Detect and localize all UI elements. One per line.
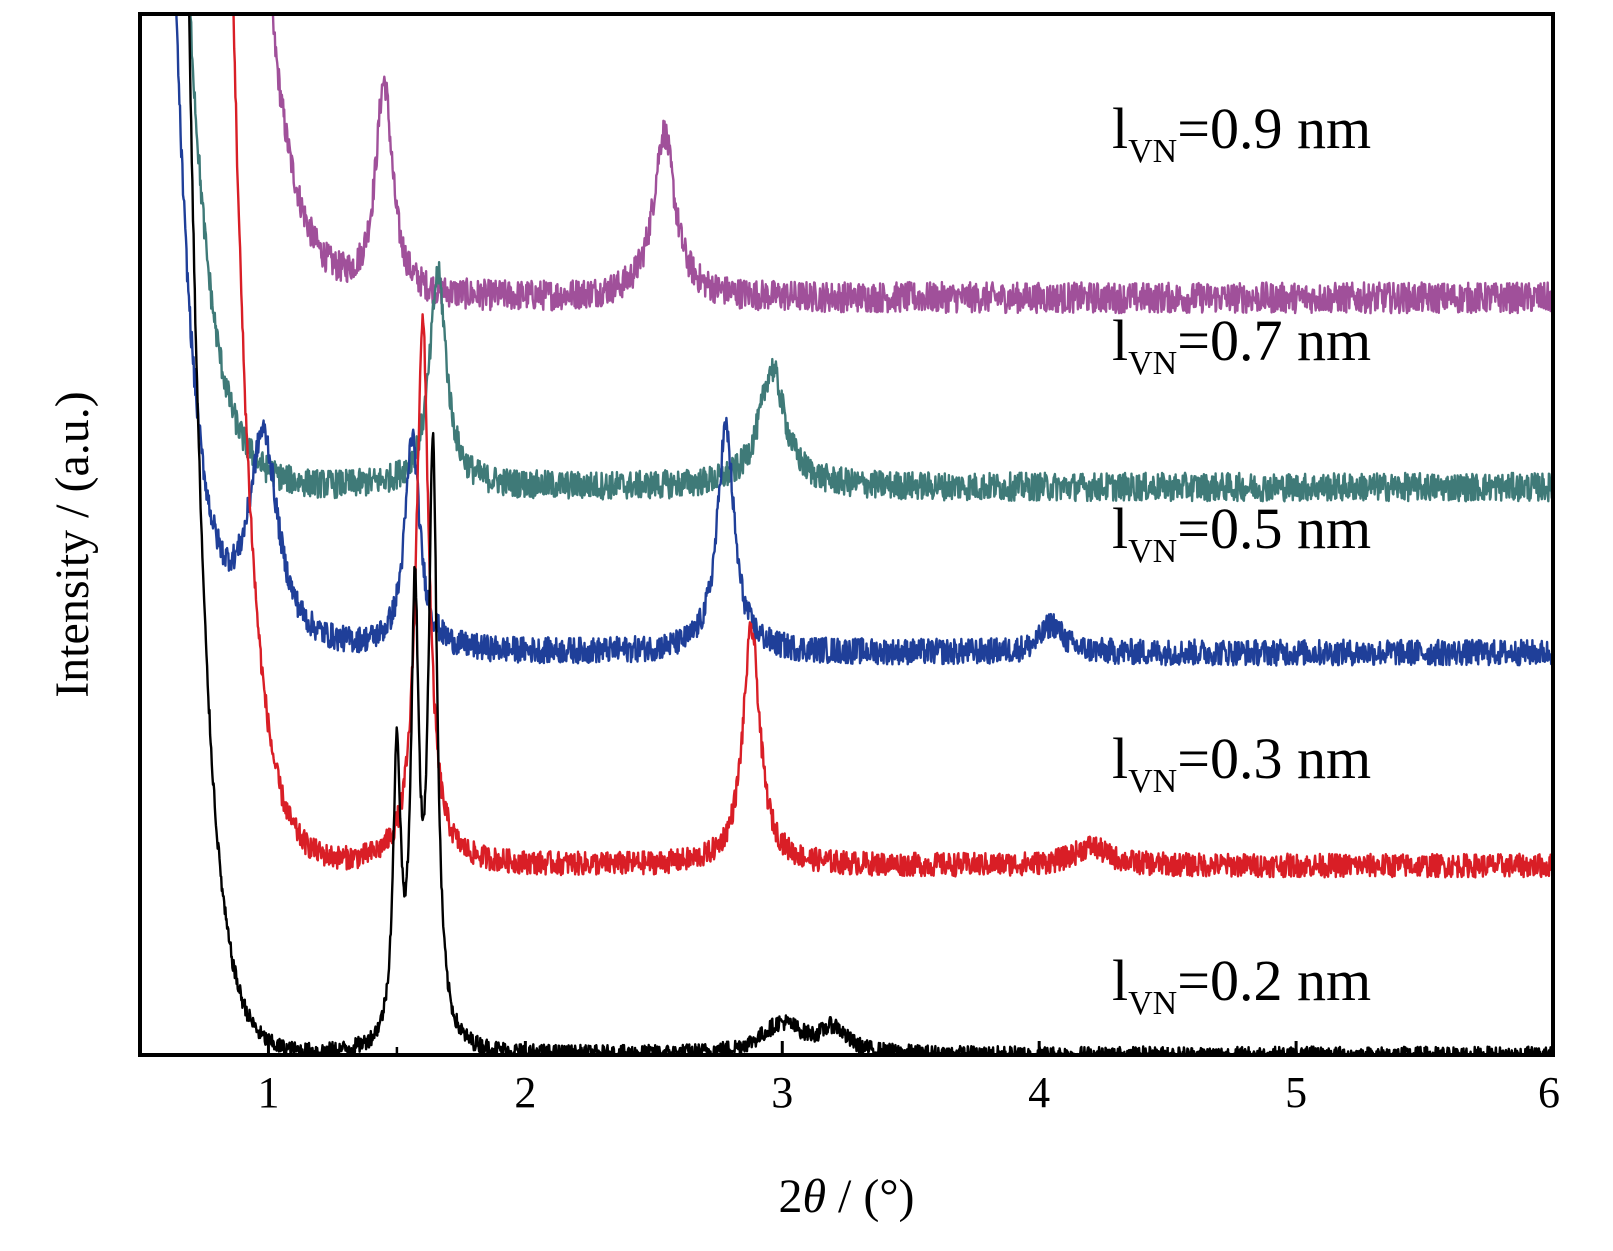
x-axis-title-symbol: θ bbox=[802, 1170, 826, 1223]
series-label-rest: =0.7 nm bbox=[1177, 308, 1371, 373]
x-tick-label: 4 bbox=[1028, 1068, 1050, 1117]
series-label-subscript: VN bbox=[1128, 763, 1177, 800]
series-label-main: l bbox=[1112, 96, 1128, 161]
series-label-rest: =0.5 nm bbox=[1177, 496, 1371, 561]
y-axis-title: Intensity / (a.u.) bbox=[46, 391, 99, 698]
x-tick-label: 3 bbox=[771, 1068, 793, 1117]
x-tick-label: 1 bbox=[257, 1068, 279, 1117]
series-line-3 bbox=[232, 14, 1553, 879]
x-tick-label: 2 bbox=[514, 1068, 536, 1117]
series-label-rest: =0.3 nm bbox=[1177, 726, 1371, 791]
series-line-4 bbox=[188, 14, 1553, 1055]
series-line-2 bbox=[175, 14, 1553, 667]
plot-frame bbox=[138, 12, 1555, 1057]
x-axis-title-prefix: 2 bbox=[778, 1170, 802, 1223]
series-label-main: l bbox=[1112, 726, 1128, 791]
series-label-subscript: VN bbox=[1128, 345, 1177, 382]
series-line-1 bbox=[189, 14, 1553, 503]
series-label-3: lVN=0.3 nm bbox=[1112, 726, 1371, 800]
x-axis-title: 2θ / (°) bbox=[778, 1170, 914, 1223]
series-label-subscript: VN bbox=[1128, 533, 1177, 570]
series-label-main: l bbox=[1112, 308, 1128, 373]
series-label-2: lVN=0.5 nm bbox=[1112, 496, 1371, 570]
x-axis-title-suffix: / (°) bbox=[826, 1170, 915, 1223]
series-label-subscript: VN bbox=[1128, 133, 1177, 170]
x-tick-label: 5 bbox=[1285, 1068, 1307, 1117]
series-label-main: l bbox=[1112, 496, 1128, 561]
series-label-rest: =0.2 nm bbox=[1177, 948, 1371, 1013]
series-layer bbox=[175, 14, 1553, 1055]
series-label-rest: =0.9 nm bbox=[1177, 96, 1371, 161]
x-tick-label: 6 bbox=[1538, 1068, 1560, 1117]
x-tick-layer: 1 2 3 4 5 6 bbox=[138, 1041, 1560, 1117]
series-label-0: lVN=0.9 nm bbox=[1112, 96, 1371, 170]
series-label-main: l bbox=[1112, 948, 1128, 1013]
series-label-subscript: VN bbox=[1128, 985, 1177, 1022]
series-label-4: lVN=0.2 nm bbox=[1112, 948, 1371, 1022]
series-label-1: lVN=0.7 nm bbox=[1112, 308, 1371, 382]
series-line-0 bbox=[271, 14, 1553, 315]
